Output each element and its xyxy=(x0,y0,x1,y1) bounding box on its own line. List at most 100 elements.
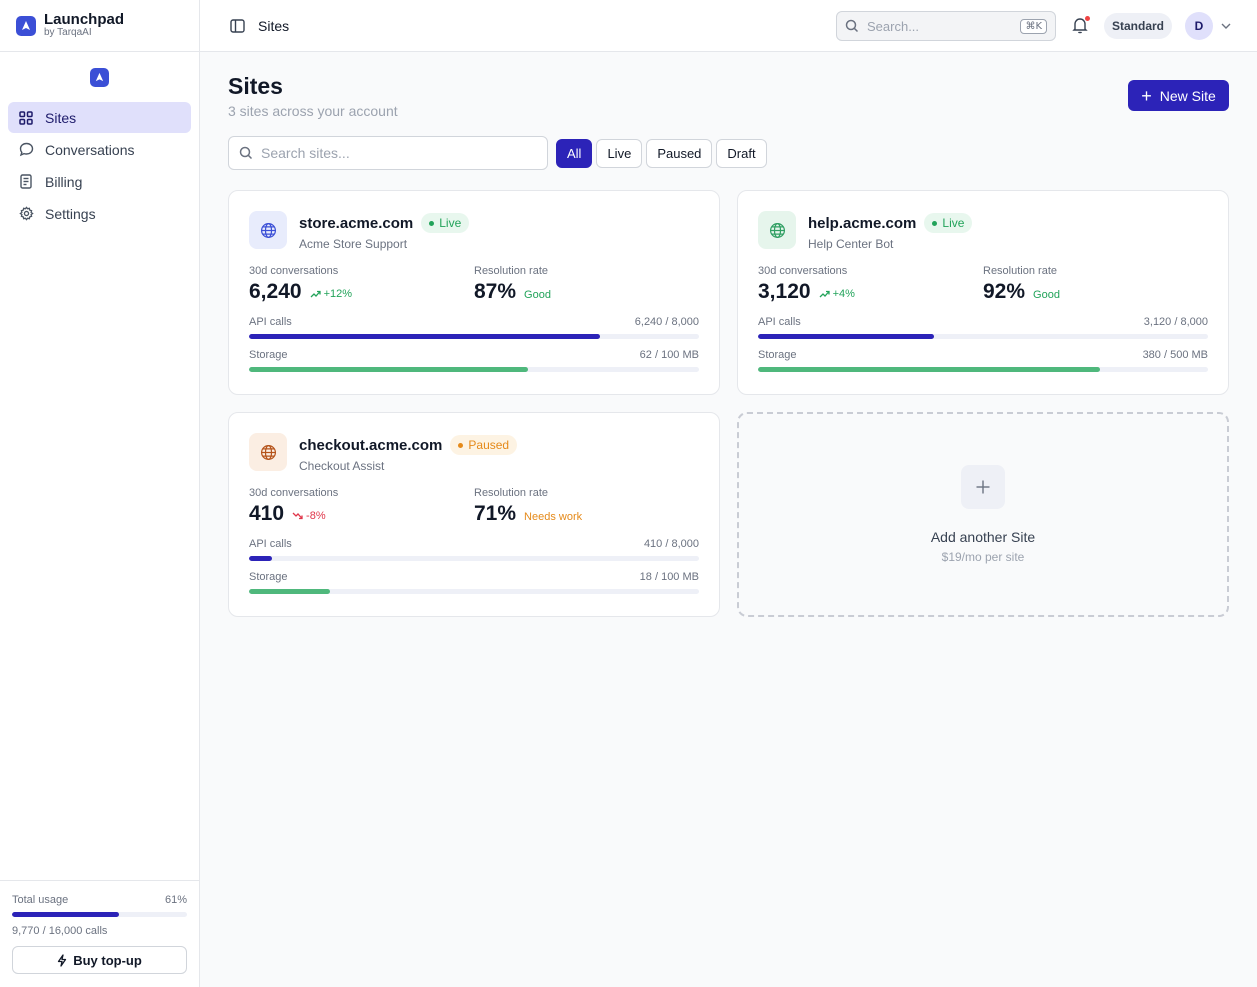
globe-icon xyxy=(249,211,287,249)
plus-icon xyxy=(961,465,1005,509)
resolution-metric: Resolution rate 87% Good xyxy=(474,265,699,304)
api-calls-fill xyxy=(758,334,934,339)
trend-up-icon xyxy=(819,290,830,298)
storage-usage: Storage 62 / 100 MB xyxy=(249,349,699,372)
sidebar: Launchpad by TarqaAI Sites Conversations… xyxy=(0,0,200,987)
api-calls-value: 410 / 8,000 xyxy=(643,538,699,550)
resolution-metric: Resolution rate 71% Needs work xyxy=(474,487,699,526)
plan-badge[interactable]: Standard xyxy=(1104,13,1173,39)
sidebar-item-settings[interactable]: Settings xyxy=(8,198,191,229)
sidebar-toggle-icon[interactable] xyxy=(228,17,246,35)
site-domain: store.acme.com xyxy=(299,214,414,232)
storage-value: 18 / 100 MB xyxy=(639,571,699,583)
site-card[interactable]: help.acme.com Live Help Center Bot 30d c… xyxy=(737,190,1229,395)
storage-value: 62 / 100 MB xyxy=(639,349,699,361)
rocket-icon xyxy=(16,15,36,36)
delta-value: -8% xyxy=(306,510,326,522)
resolution-label: Resolution rate xyxy=(983,265,1057,277)
api-calls-usage: API calls 3,120 / 8,000 xyxy=(758,316,1208,339)
status-dot xyxy=(458,442,464,448)
sidebar-item-sites[interactable]: Sites xyxy=(8,102,191,133)
status-badge: Live xyxy=(421,213,470,233)
storage-label: Storage xyxy=(758,349,797,361)
trend-up-icon xyxy=(310,290,321,298)
conversations-value: 3,120 xyxy=(758,280,811,303)
resolution-label: Resolution rate xyxy=(474,265,548,277)
api-calls-label: API calls xyxy=(249,316,292,328)
brand-subtitle: by TarqaAI xyxy=(44,27,92,39)
usage-label: Total usage xyxy=(12,894,69,906)
status-badge: Paused xyxy=(450,435,518,455)
api-calls-value: 3,120 / 8,000 xyxy=(1143,316,1208,328)
brand-name: Launchpad xyxy=(44,11,125,29)
usage-panel: Total usage 61% 9,770 / 16,000 calls Buy… xyxy=(0,880,199,987)
conversations-delta: -8% xyxy=(292,510,326,522)
filter-live[interactable]: Live xyxy=(596,139,643,168)
delta-value: +12% xyxy=(323,288,353,300)
sidebar-item-billing[interactable]: Billing xyxy=(8,166,191,197)
avatar: D xyxy=(1185,12,1213,40)
resolution-metric: Resolution rate 92% Good xyxy=(983,265,1208,304)
api-calls-label: API calls xyxy=(758,316,801,328)
resolution-value: 71% xyxy=(474,502,517,525)
site-card[interactable]: store.acme.com Live Acme Store Support 3… xyxy=(228,190,720,395)
add-site-card[interactable]: Add another Site $19/mo per site xyxy=(737,412,1229,617)
usage-progress-fill xyxy=(12,912,119,917)
conversations-metric: 30d conversations 6,240 +12% xyxy=(249,265,474,304)
site-card[interactable]: checkout.acme.com Paused Checkout Assist… xyxy=(228,412,720,617)
api-calls-bar xyxy=(758,334,1208,339)
filter-all[interactable]: All xyxy=(556,139,593,168)
bolt-icon xyxy=(58,953,67,967)
resolution-label: Resolution rate xyxy=(474,487,548,499)
storage-label: Storage xyxy=(249,349,288,361)
storage-fill xyxy=(249,589,330,594)
workspace-logo-icon[interactable] xyxy=(90,67,109,87)
api-calls-value: 6,240 / 8,000 xyxy=(634,316,699,328)
account-menu[interactable]: D xyxy=(1185,12,1231,40)
buy-topup-button[interactable]: Buy top-up xyxy=(12,946,187,974)
status-badge: Live xyxy=(924,213,973,233)
search-shortcut-badge: ⌘K xyxy=(1020,18,1047,34)
api-calls-label: API calls xyxy=(249,538,292,550)
site-domain: checkout.acme.com xyxy=(299,436,443,454)
global-search-input[interactable]: Search... ⌘K xyxy=(836,11,1056,41)
conversations-value: 410 xyxy=(249,502,285,525)
add-site-title: Add another Site xyxy=(930,529,1036,545)
trend-down-icon xyxy=(292,512,303,520)
global-search-placeholder: Search... xyxy=(867,18,920,34)
new-site-label: New Site xyxy=(1159,87,1216,104)
api-calls-usage: API calls 6,240 / 8,000 xyxy=(249,316,699,339)
storage-label: Storage xyxy=(249,571,288,583)
notifications-bell-icon[interactable] xyxy=(1072,16,1090,35)
chat-icon xyxy=(18,142,34,158)
sidebar-item-conversations[interactable]: Conversations xyxy=(8,134,191,165)
usage-progress-bar xyxy=(12,912,187,917)
globe-icon xyxy=(758,211,796,249)
status-label: Live xyxy=(439,216,462,230)
storage-usage: Storage 18 / 100 MB xyxy=(249,571,699,594)
usage-calls: 9,770 / 16,000 calls xyxy=(12,925,108,937)
site-search-input[interactable] xyxy=(261,145,531,161)
filter-draft[interactable]: Draft xyxy=(716,139,767,168)
new-site-button[interactable]: + New Site xyxy=(1128,80,1229,111)
site-description: Help Center Bot xyxy=(808,237,894,251)
conversations-label: 30d conversations xyxy=(249,487,339,499)
sidebar-item-label: Sites xyxy=(45,109,77,126)
site-description: Checkout Assist xyxy=(299,459,385,473)
filter-paused[interactable]: Paused xyxy=(646,139,713,168)
top-header: Sites Search... ⌘K Standard D xyxy=(200,0,1257,52)
resolution-quality: Good xyxy=(1033,289,1060,301)
brand[interactable]: Launchpad by TarqaAI xyxy=(0,0,199,52)
status-filters: All Live Paused Draft xyxy=(556,139,767,168)
grid-icon xyxy=(18,110,34,126)
storage-fill xyxy=(249,367,528,372)
resolution-value: 87% xyxy=(474,280,517,303)
storage-fill xyxy=(758,367,1100,372)
api-calls-bar xyxy=(249,334,699,339)
conversations-metric: 30d conversations 410 -8% xyxy=(249,487,474,526)
storage-value: 380 / 500 MB xyxy=(1142,349,1208,361)
storage-bar xyxy=(249,367,699,372)
api-calls-fill xyxy=(249,556,272,561)
sidebar-nav: Sites Conversations Billing Settings xyxy=(0,102,199,229)
page-subtitle: 3 sites across your account xyxy=(228,103,398,119)
